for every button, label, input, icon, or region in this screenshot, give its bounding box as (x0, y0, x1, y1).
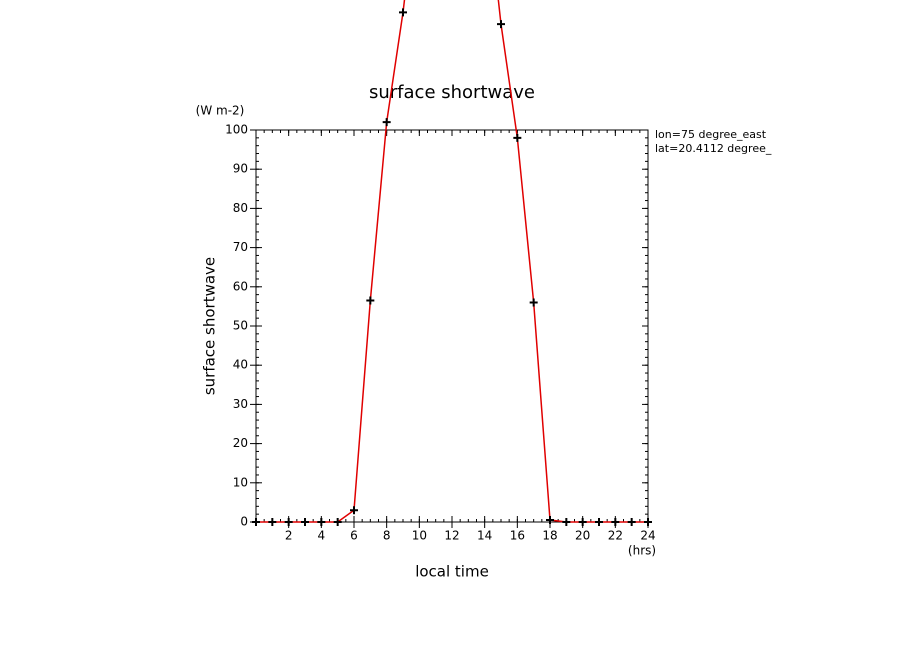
point-marker (301, 518, 309, 526)
x-tick-label: 20 (575, 529, 590, 543)
x-tick-label: 24 (640, 529, 655, 543)
series-line (256, 0, 648, 523)
y-axis-label: surface shortwave (201, 257, 219, 395)
x-tick-label: 8 (383, 529, 391, 543)
x-tick-label: 14 (477, 529, 492, 543)
x-tick-label: 18 (542, 529, 557, 543)
y-tick-label: 100 (225, 123, 248, 137)
point-marker (284, 518, 293, 526)
point-marker (382, 118, 391, 127)
point-marker (252, 518, 260, 526)
point-marker (595, 518, 603, 526)
point-marker (350, 506, 358, 515)
y-tick-label: 0 (240, 515, 248, 529)
point-marker (366, 296, 375, 305)
y-units: (W m-2) (196, 104, 245, 118)
point-marker (317, 518, 326, 526)
y-tick-label: 40 (233, 358, 248, 372)
plot-frame (255, 129, 649, 523)
x-tick-label: 2 (285, 529, 293, 543)
point-marker (578, 518, 587, 526)
point-marker (333, 518, 342, 526)
y-tick-label: 30 (233, 397, 248, 411)
annotation: lat=20.4112 degree_ (655, 142, 772, 155)
point-marker (497, 20, 505, 29)
point-marker (268, 518, 277, 526)
y-tick-label: 80 (233, 201, 248, 215)
x-tick-label: 10 (412, 529, 427, 543)
y-tick-label: 20 (233, 436, 248, 450)
x-tick-label: 4 (318, 529, 326, 543)
x-tick-label: 16 (510, 529, 525, 543)
y-tick-label: 90 (233, 162, 248, 176)
y-tick-label: 10 (233, 475, 248, 489)
point-marker (562, 518, 571, 526)
x-units: (hrs) (628, 544, 656, 558)
annotation: lon=75 degree_east (655, 128, 767, 141)
point-marker (644, 518, 652, 526)
point-marker (611, 518, 620, 526)
x-tick-label: 22 (608, 529, 623, 543)
point-marker (399, 8, 407, 17)
y-tick-label: 50 (233, 319, 248, 333)
point-marker (529, 298, 538, 307)
y-tick-label: 60 (233, 279, 248, 293)
chart-title: surface shortwave (369, 82, 535, 103)
point-marker (513, 133, 522, 142)
x-tick-label: 12 (444, 529, 459, 543)
x-axis-label: local time (415, 563, 489, 581)
y-tick-label: 70 (233, 240, 248, 254)
x-tick-label: 6 (350, 529, 358, 543)
point-marker (627, 518, 636, 526)
point-marker (546, 516, 554, 525)
